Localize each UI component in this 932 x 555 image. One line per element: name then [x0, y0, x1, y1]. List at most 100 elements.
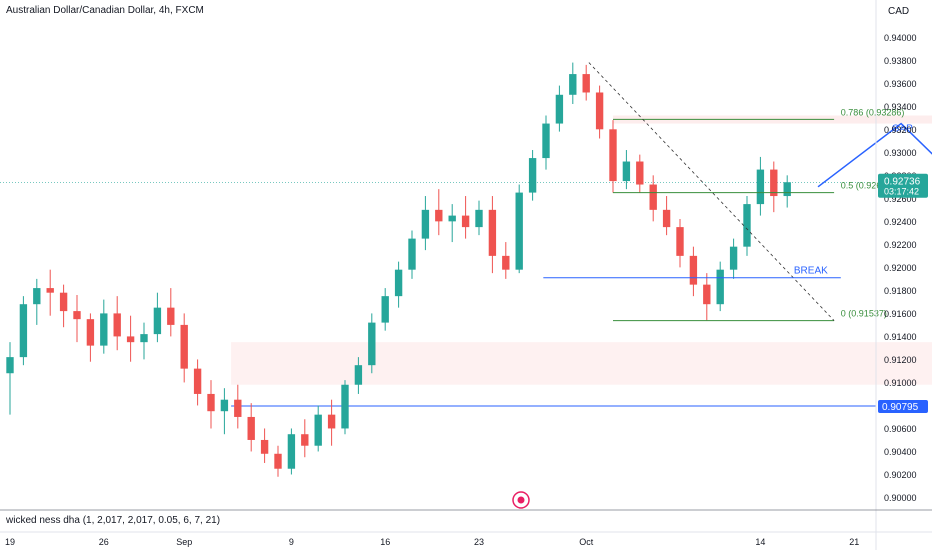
candle-body — [207, 393, 215, 412]
candle-body — [756, 169, 765, 205]
candle-body — [193, 368, 202, 394]
candle-body — [354, 365, 363, 385]
candle-body — [609, 129, 617, 182]
price-tick-label: 0.93400 — [884, 102, 917, 112]
price-tick-label: 0.91000 — [884, 378, 917, 388]
projection-path — [817, 122, 932, 188]
candle-body — [314, 414, 322, 446]
currency-label: CAD — [888, 6, 910, 17]
price-tick-label: 0.90000 — [884, 493, 917, 503]
price-tick-label: 0.93000 — [884, 148, 917, 158]
candle-body — [676, 227, 684, 256]
candle-body — [515, 192, 523, 270]
time-tick-label: 21 — [849, 537, 859, 547]
candle-body — [100, 313, 108, 346]
candle-body — [153, 307, 162, 335]
candle-body — [743, 204, 751, 247]
price-tick-label: 0.93200 — [884, 125, 917, 135]
price-tick-label: 0.91400 — [884, 332, 917, 342]
candle-body — [555, 94, 564, 124]
candle-body — [126, 336, 135, 343]
candle-body — [381, 296, 389, 323]
candle-body — [783, 182, 791, 197]
target-zone — [231, 342, 932, 385]
price-tick-label: 0.91200 — [884, 355, 917, 365]
time-tick-label: 23 — [474, 537, 484, 547]
candle-body — [636, 161, 644, 185]
price-tick-label: 0.91600 — [884, 309, 917, 319]
price-tick-label: 0.91800 — [884, 286, 917, 296]
level-price-value: 0.90795 — [882, 402, 919, 413]
candle-body — [435, 209, 443, 222]
candle-body — [6, 357, 14, 374]
candle-body — [649, 184, 657, 210]
candle-body — [729, 246, 738, 270]
price-tick-label: 0.94000 — [884, 33, 917, 43]
last-price-tag — [878, 173, 928, 198]
price-tick-label: 0.92000 — [884, 263, 917, 273]
candle-body — [327, 414, 336, 429]
time-tick-label: 26 — [99, 537, 109, 547]
gap-label: GAP — [892, 124, 913, 135]
watermark-icon-dot — [517, 496, 525, 504]
candle-body — [167, 307, 175, 325]
fib-786-label: 0.786 (0.93286) — [841, 107, 905, 117]
candle-body — [662, 209, 671, 228]
candle-body — [689, 255, 698, 285]
time-tick-label: 19 — [5, 537, 15, 547]
time-tick-label: Oct — [579, 537, 594, 547]
candle-body — [247, 416, 255, 440]
symbol-title: Australian Dollar/Canadian Dollar, 4h, F… — [6, 5, 204, 16]
level-price-tag — [878, 400, 928, 414]
price-tick-label: 0.92400 — [884, 217, 917, 227]
candle-body — [502, 255, 510, 270]
last-price-value: 0.92736 — [884, 177, 921, 188]
break-label: BREAK — [794, 266, 828, 277]
candle-body — [180, 324, 188, 369]
countdown-value: 03:17:42 — [884, 187, 919, 197]
candle-body — [287, 434, 296, 469]
indicator-label[interactable]: wicked ness dha (1, 2,017, 2,017, 0.05, … — [6, 515, 221, 526]
candle-body — [622, 161, 631, 182]
candle-body — [274, 453, 282, 469]
candle-body — [528, 158, 537, 193]
candle-body — [448, 215, 456, 222]
candle-body — [770, 169, 778, 197]
price-tick-label: 0.93600 — [884, 79, 917, 89]
candle-body — [408, 238, 416, 270]
candle-body — [716, 269, 724, 305]
candle-body — [368, 322, 376, 366]
candle-body — [113, 313, 121, 337]
price-tick-label: 0.90400 — [884, 447, 917, 457]
candle-body — [140, 334, 148, 343]
candle-body — [73, 311, 81, 320]
price-tick-label: 0.93800 — [884, 56, 917, 66]
price-tick-label: 0.90600 — [884, 424, 917, 434]
candle-body — [582, 74, 590, 93]
candle-body — [542, 123, 550, 159]
candle-body — [394, 269, 403, 297]
candle-body — [86, 319, 95, 346]
candle-body — [301, 434, 309, 446]
candle-body — [33, 288, 41, 305]
time-tick-label: 9 — [289, 537, 294, 547]
price-tick-label: 0.92600 — [884, 194, 917, 204]
candle-body — [234, 399, 242, 417]
candle-body — [475, 209, 483, 228]
time-tick-label: 16 — [380, 537, 390, 547]
fib-5-label: 0.5 (0.92650) — [841, 181, 895, 191]
candle-body — [260, 439, 269, 454]
price-tick-label: 0.90200 — [884, 470, 917, 480]
candle-body — [59, 292, 68, 312]
candle-body — [461, 215, 470, 228]
candle-body — [46, 288, 54, 293]
candle-body — [341, 384, 349, 429]
candle-body — [703, 284, 711, 305]
price-tick-label: 0.92200 — [884, 240, 917, 250]
candle-body — [569, 74, 577, 95]
fib-0-label: 0 (0.91537) — [841, 309, 887, 319]
candle-body — [595, 92, 604, 130]
